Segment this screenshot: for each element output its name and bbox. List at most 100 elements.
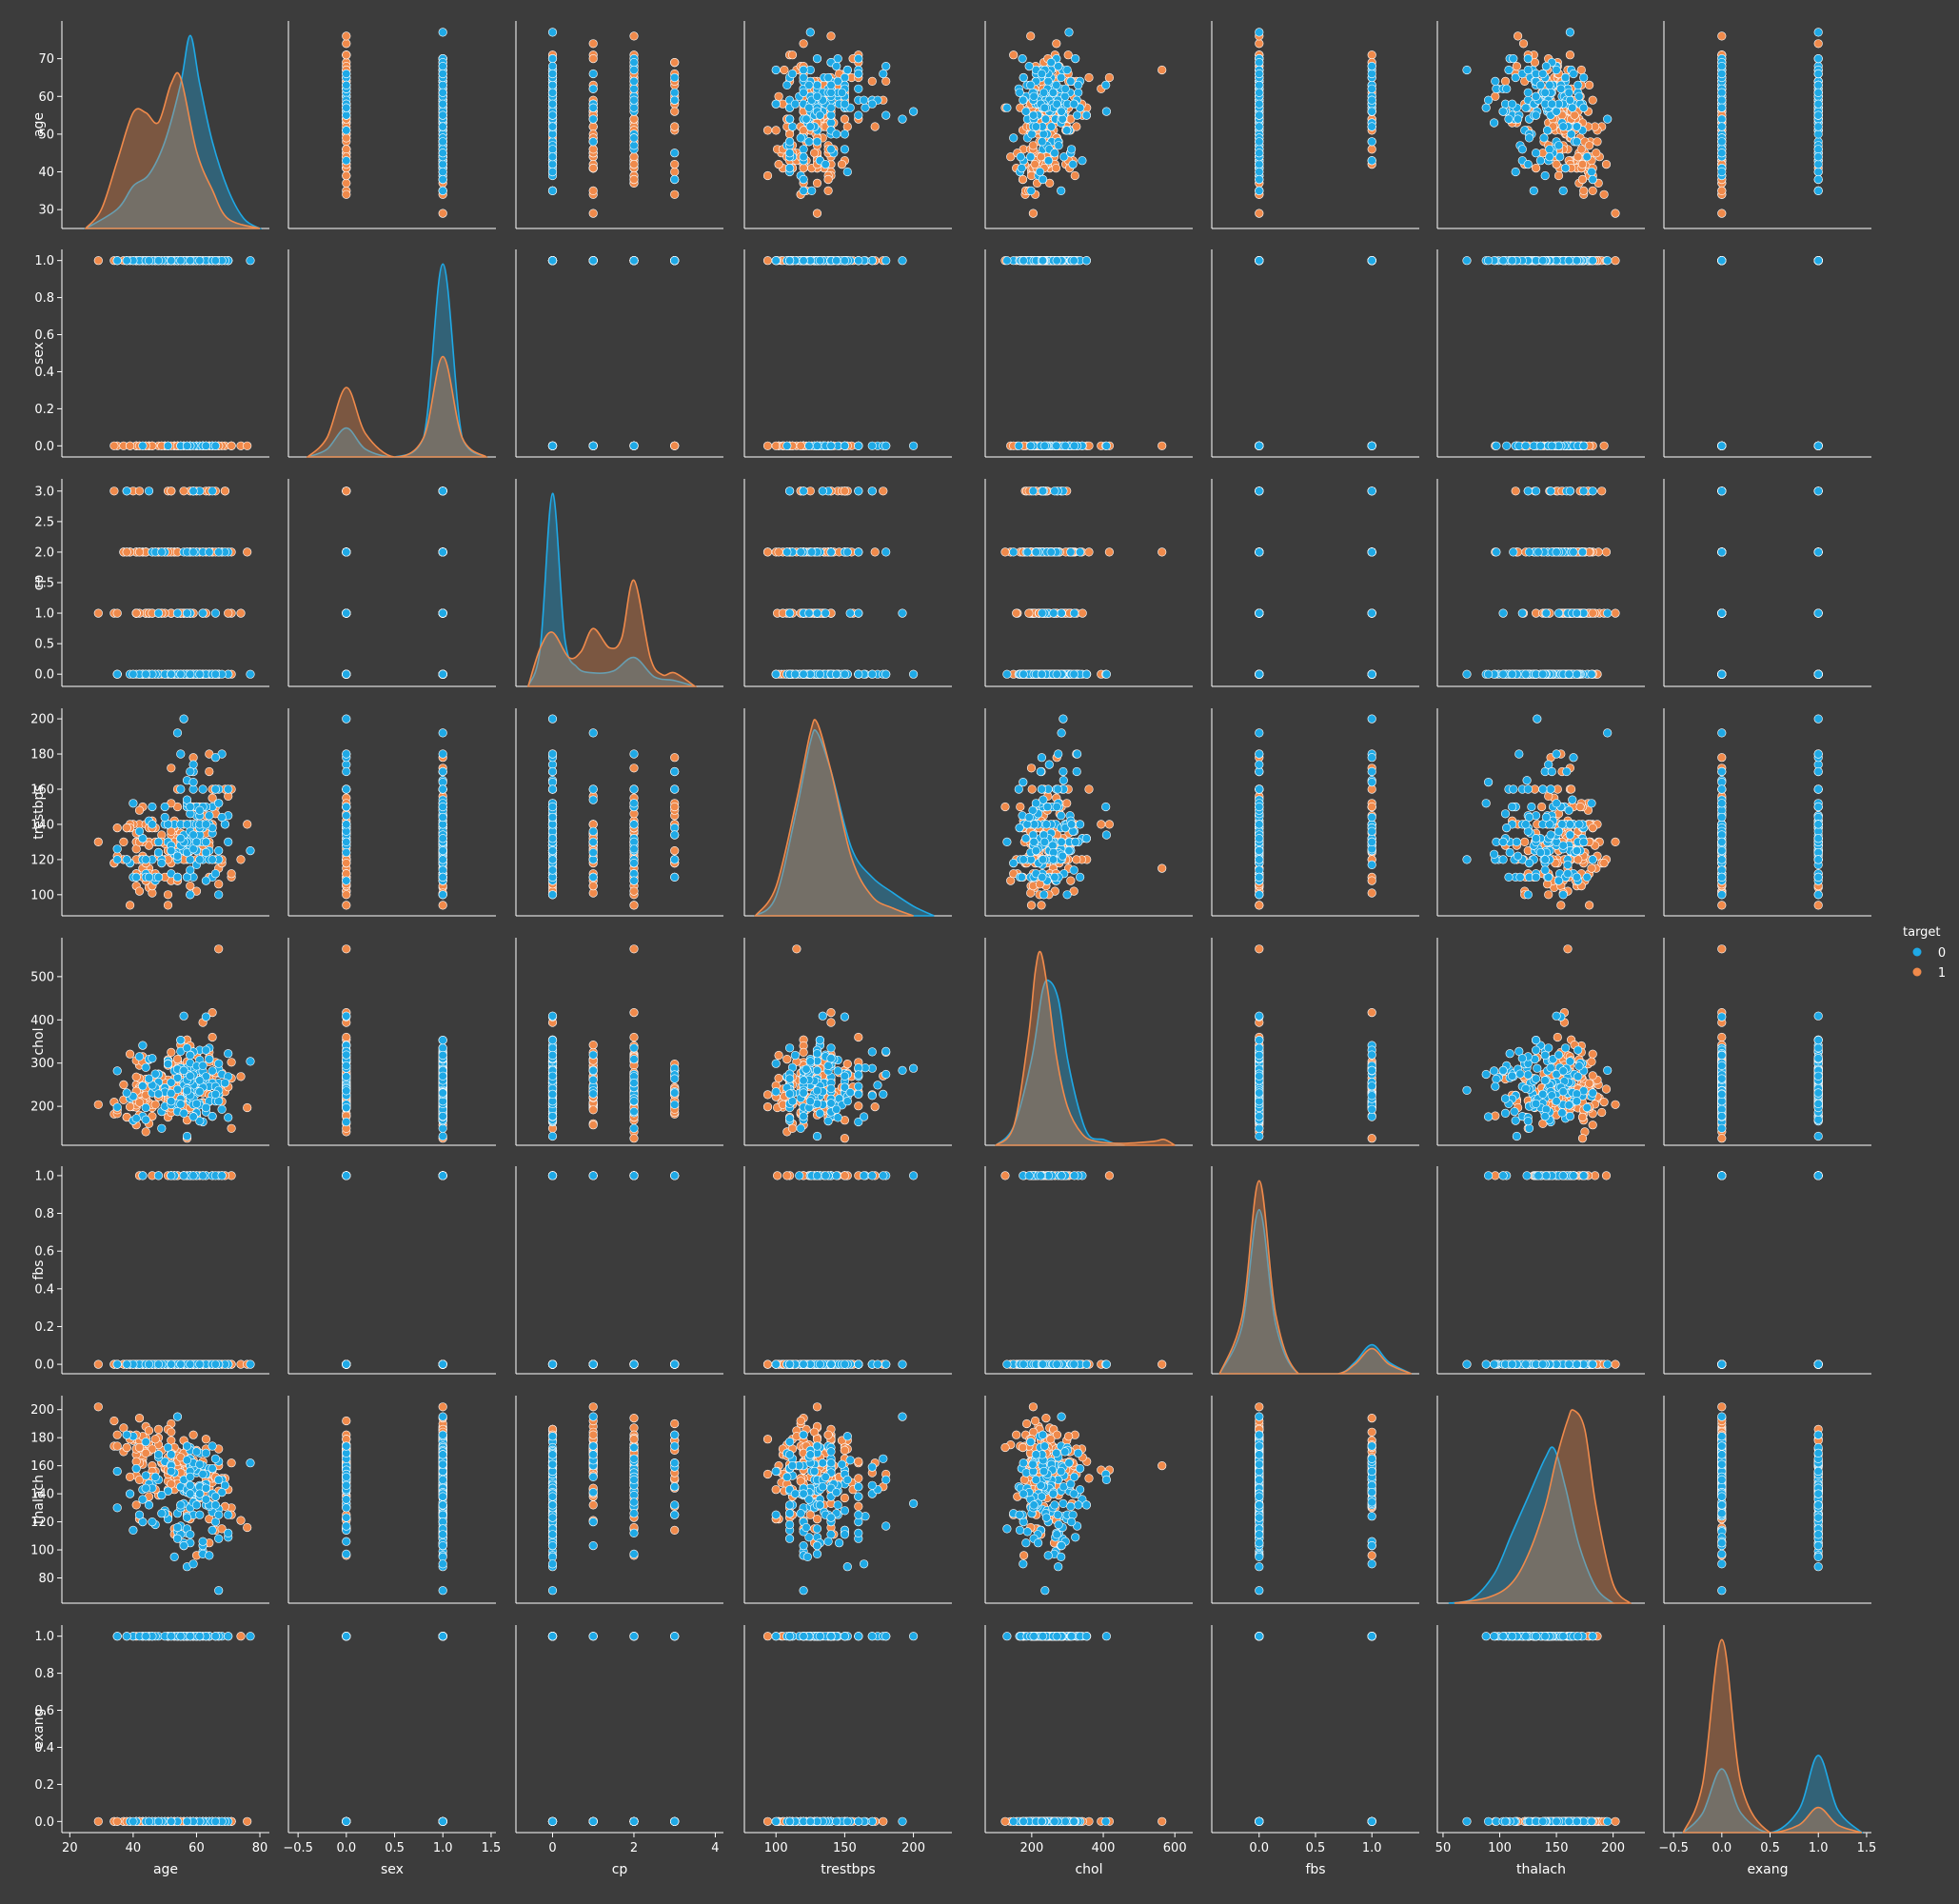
point-age-thalach-238 bbox=[1565, 28, 1574, 37]
point-age-trestbps-299 bbox=[784, 149, 795, 158]
point-age-fbs-238 bbox=[1255, 28, 1264, 37]
point-age-cp-148 bbox=[629, 152, 639, 162]
point-age-cp-100 bbox=[670, 160, 680, 169]
point-age-chol-304 bbox=[1019, 72, 1028, 83]
point-sex-age-302 bbox=[182, 441, 192, 450]
point-age-thalach-308 bbox=[1531, 110, 1541, 120]
point-cp-age-286 bbox=[188, 486, 198, 496]
point-age-thalach-154 bbox=[1553, 170, 1564, 181]
point-age-chol-283 bbox=[1035, 167, 1045, 177]
point-age-thalach-300 bbox=[1541, 61, 1551, 71]
point-age-chol-302 bbox=[1039, 103, 1049, 112]
point-age-trestbps-1 bbox=[812, 178, 822, 188]
point-sex-chol-85 bbox=[1158, 441, 1167, 450]
point-age-cp-216 bbox=[629, 84, 639, 93]
point-age-cp-106 bbox=[670, 57, 680, 68]
point-age-trestbps-72 bbox=[812, 208, 822, 218]
point-age-chol-257 bbox=[1027, 129, 1037, 139]
point-age-thalach-263 bbox=[1573, 80, 1583, 89]
point-age-trestbps-294 bbox=[799, 152, 808, 162]
point-age-thalach-283 bbox=[1587, 167, 1596, 177]
point-age-chol-182 bbox=[1074, 88, 1083, 97]
point-age-thalach-157 bbox=[1579, 186, 1589, 195]
point-age-chol-308 bbox=[1081, 110, 1091, 120]
point-age-thalach-310 bbox=[1538, 69, 1548, 79]
pairplot-grid: 3040506070age0.00.20.40.60.81.0sex0.00.5… bbox=[30, 21, 1876, 1877]
point-age-trestbps-222 bbox=[823, 72, 833, 83]
point-age-cp-164 bbox=[629, 174, 639, 185]
point-age-cp-249 bbox=[629, 57, 639, 68]
point-age-trestbps-110 bbox=[881, 76, 891, 86]
kde-age-target-1 bbox=[84, 71, 261, 229]
point-age-sex-115 bbox=[342, 178, 351, 188]
point-age-trestbps-204 bbox=[854, 84, 863, 93]
point-age-cp-267 bbox=[629, 133, 639, 143]
point-sex-trestbps-146 bbox=[796, 441, 805, 450]
point-age-exang-296 bbox=[1813, 80, 1823, 89]
point-age-fbs-239 bbox=[1255, 186, 1264, 195]
point-sex-trestbps-302 bbox=[812, 441, 822, 450]
point-age-cp-78 bbox=[588, 122, 598, 131]
point-age-fbs-219 bbox=[1367, 137, 1376, 147]
point-age-fbs-60 bbox=[1367, 50, 1376, 60]
point-sex-age-72 bbox=[93, 256, 103, 266]
point-age-thalach-248 bbox=[1603, 114, 1613, 124]
point-age-trestbps-295 bbox=[826, 80, 836, 89]
point-age-fbs-303 bbox=[1367, 107, 1376, 116]
point-age-chol-303 bbox=[1057, 107, 1066, 116]
point-sex-fbs-303 bbox=[1367, 256, 1376, 266]
point-age-thalach-294 bbox=[1545, 152, 1554, 162]
point-age-trestbps-37 bbox=[840, 114, 850, 124]
point-cp-age-299 bbox=[144, 486, 154, 496]
point-age-chol-164 bbox=[1018, 174, 1028, 185]
point-age-exang-283 bbox=[1717, 167, 1727, 177]
point-age-cp-293 bbox=[629, 65, 639, 75]
point-age-sex-309 bbox=[438, 88, 447, 97]
point-age-trestbps-65 bbox=[823, 186, 833, 195]
point-cp-age-226 bbox=[198, 608, 208, 618]
panel-age-vs-sex bbox=[287, 21, 496, 229]
point-sex-exang-312 bbox=[1813, 256, 1823, 266]
point-age-cp-309 bbox=[547, 88, 558, 97]
point-age-thalach-139 bbox=[1500, 76, 1511, 86]
point-age-fbs-311 bbox=[1255, 174, 1264, 185]
point-age-thalach-190 bbox=[1542, 126, 1553, 135]
point-age-cp-144 bbox=[629, 31, 639, 41]
point-age-chol-220 bbox=[1101, 80, 1111, 89]
point-cp-age-267 bbox=[157, 547, 167, 557]
point-age-fbs-297 bbox=[1367, 95, 1376, 105]
point-age-sex-72 bbox=[438, 208, 447, 218]
point-cp-age-144 bbox=[243, 547, 252, 557]
point-age-sex-280 bbox=[438, 160, 447, 169]
point-sex-age-296 bbox=[201, 441, 210, 450]
point-age-cp-229 bbox=[629, 76, 639, 86]
point-age-cp-280 bbox=[547, 160, 558, 169]
point-sex-trestbps-203 bbox=[881, 256, 891, 266]
point-age-trestbps-306 bbox=[812, 91, 822, 101]
point-sex-exang-298 bbox=[1813, 441, 1823, 450]
point-sex-trestbps-223 bbox=[908, 441, 919, 450]
point-age-trestbps-267 bbox=[796, 133, 805, 143]
point-age-trestbps-307 bbox=[805, 122, 815, 131]
point-sex-chol-304 bbox=[1019, 256, 1028, 266]
point-sex-thalach-272 bbox=[1462, 256, 1472, 266]
y-tick-label: 70 bbox=[38, 52, 54, 67]
point-age-sex-151 bbox=[342, 50, 351, 60]
point-age-fbs-308 bbox=[1255, 110, 1264, 120]
point-age-chol-289 bbox=[1029, 110, 1039, 120]
point-age-exang-281 bbox=[1813, 122, 1823, 131]
point-age-thalach-280 bbox=[1523, 160, 1533, 169]
point-sex-chol-296 bbox=[1026, 441, 1036, 450]
point-age-trestbps-164 bbox=[823, 174, 833, 185]
point-age-trestbps-291 bbox=[790, 99, 801, 109]
point-age-exang-305 bbox=[1717, 137, 1727, 147]
point-age-trestbps-8 bbox=[870, 122, 880, 131]
point-age-thalach-306 bbox=[1531, 91, 1541, 101]
kde-age-target-0 bbox=[83, 34, 263, 229]
point-age-thalach-264 bbox=[1504, 114, 1514, 124]
point-age-trestbps-234 bbox=[812, 53, 822, 64]
point-age-sex-312 bbox=[438, 99, 447, 109]
point-age-sex-305 bbox=[438, 137, 447, 147]
point-sex-thalach-248 bbox=[1603, 256, 1613, 266]
